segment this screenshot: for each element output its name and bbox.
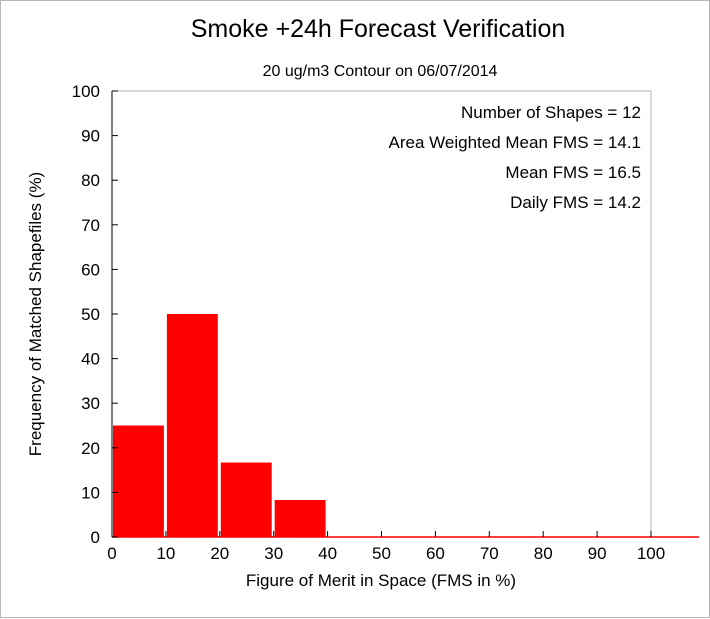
chart-title: Smoke +24h Forecast Verification — [191, 15, 566, 43]
bar-0 — [113, 425, 164, 537]
y-tick-label-80: 80 — [81, 171, 100, 190]
annotation-2: Mean FMS = 16.5 — [505, 163, 641, 182]
annotation-3: Daily FMS = 14.2 — [510, 193, 641, 212]
x-tick-label-10: 10 — [156, 544, 175, 563]
x-tick-label-0: 0 — [107, 544, 116, 563]
y-tick-label-20: 20 — [81, 439, 100, 458]
x-tick-label-90: 90 — [588, 544, 607, 563]
y-tick-label-10: 10 — [81, 483, 100, 502]
ticks-group: 0 10 20 30 40 50 60 70 80 90 100 0 10 20 30 40 50 60 70 80 9… — [72, 82, 666, 563]
annotation-1: Area Weighted Mean FMS = 14.1 — [389, 133, 641, 152]
y-tick-label-0: 0 — [91, 528, 100, 547]
x-tick-label-100: 100 — [637, 544, 665, 563]
x-axis-label: Figure of Merit in Space (FMS in %) — [246, 571, 516, 590]
chart-subtitle: 20 ug/m3 Contour on 06/07/2014 — [263, 63, 498, 80]
y-tick-label-50: 50 — [81, 305, 100, 324]
y-tick-label-40: 40 — [81, 350, 100, 369]
x-tick-label-70: 70 — [480, 544, 499, 563]
annotations-group: Number of Shapes = 12 Area Weighted Mean … — [389, 103, 641, 212]
x-tick-label-80: 80 — [534, 544, 553, 563]
x-tick-label-50: 50 — [372, 544, 391, 563]
y-axis-label: Frequency of Matched Shapefiles (%) — [26, 172, 45, 456]
x-tick-label-20: 20 — [210, 544, 229, 563]
y-tick-label-70: 70 — [81, 216, 100, 235]
annotation-0: Number of Shapes = 12 — [461, 103, 641, 122]
bars-group — [113, 314, 326, 537]
y-tick-label-90: 90 — [81, 127, 100, 146]
y-tick-label-60: 60 — [81, 260, 100, 279]
y-tick-label-30: 30 — [81, 394, 100, 413]
bar-2 — [220, 462, 272, 537]
x-tick-label-30: 30 — [264, 544, 283, 563]
x-tick-label-40: 40 — [318, 544, 337, 563]
x-tick-label-60: 60 — [426, 544, 445, 563]
bar-3 — [274, 499, 326, 537]
bar-1 — [166, 314, 218, 537]
y-tick-label-100: 100 — [72, 82, 100, 101]
